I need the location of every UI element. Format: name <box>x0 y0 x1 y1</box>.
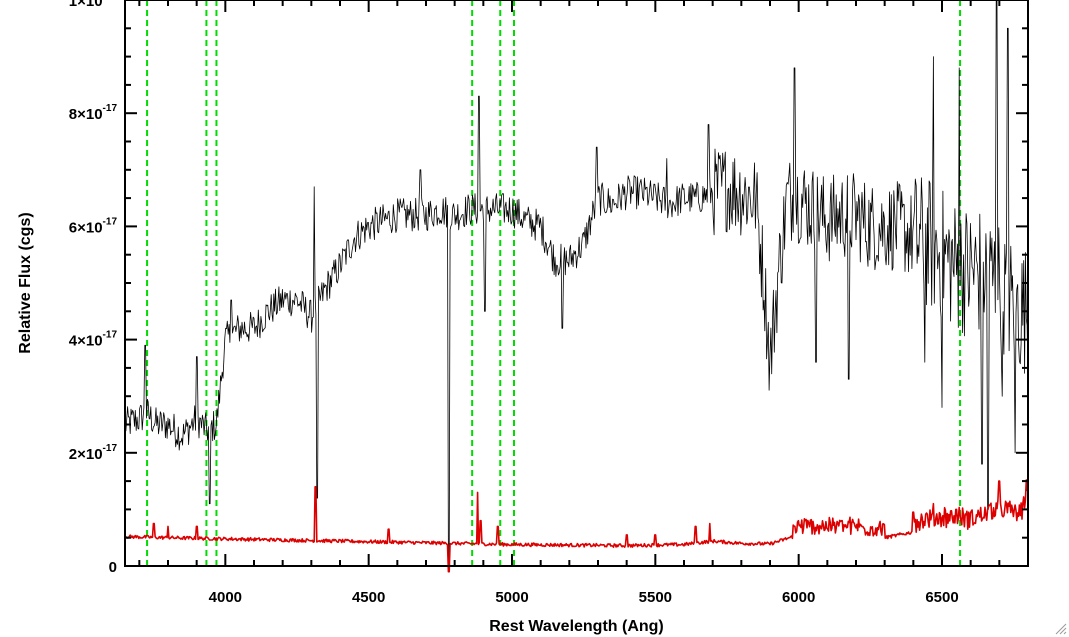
resize-grip-icon[interactable] <box>1055 623 1067 635</box>
y-tick-label: 8×10-17 <box>69 103 118 123</box>
y-tick-label: 2×10-17 <box>69 443 118 463</box>
y-axis-label: Relative Flux (cgs) <box>17 212 34 353</box>
spectrum-series <box>124 0 1029 573</box>
x-tick-label: 6000 <box>782 589 815 606</box>
plot-axes <box>124 0 1029 567</box>
y-tick-label: 1×10-16 <box>69 0 118 10</box>
x-tick-label: 4000 <box>209 589 242 606</box>
y-tick-label: 6×10-17 <box>69 216 118 236</box>
flux-spectrum-line <box>124 0 1029 567</box>
emission-line-markers <box>146 0 962 566</box>
error-spectrum-line <box>124 479 1029 573</box>
y-tick-label: 4×10-17 <box>69 330 118 350</box>
x-tick-label: 5500 <box>639 589 672 606</box>
x-tick-label: 6500 <box>925 589 958 606</box>
x-tick-label: 4500 <box>352 589 385 606</box>
y-tick-label: 0 <box>109 559 117 576</box>
x-axis-label: Rest Wavelength (Ang) <box>489 618 664 635</box>
tick-labels: 4000 4500 5000 5500 6000 6500 0 2×10-17 4×10-17 6… <box>69 0 959 606</box>
plot-frame <box>124 0 1029 567</box>
x-tick-label: 5000 <box>495 589 528 606</box>
